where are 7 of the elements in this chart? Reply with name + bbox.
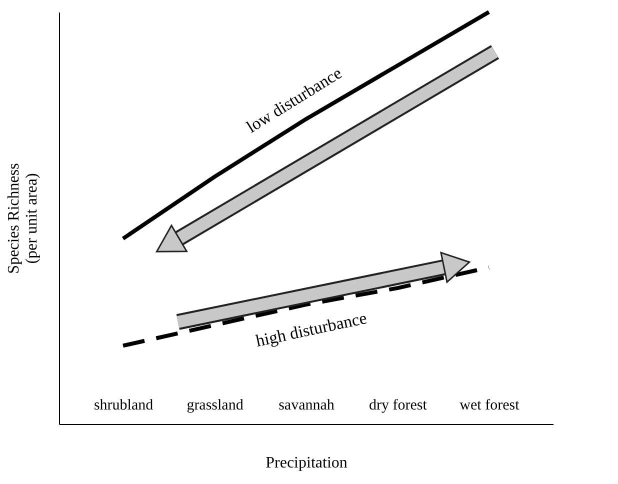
x-tick-label: shrubland — [94, 398, 154, 414]
x-tick-label: wet forest — [460, 398, 520, 414]
x-tick-label: grassland — [186, 398, 244, 414]
x-tick-label: savannah — [278, 398, 335, 414]
x-axis-title: Precipitation — [266, 454, 348, 472]
x-tick-label: dry forest — [369, 398, 428, 414]
y-axis-title: Species Richness (per unit area) — [6, 163, 40, 274]
